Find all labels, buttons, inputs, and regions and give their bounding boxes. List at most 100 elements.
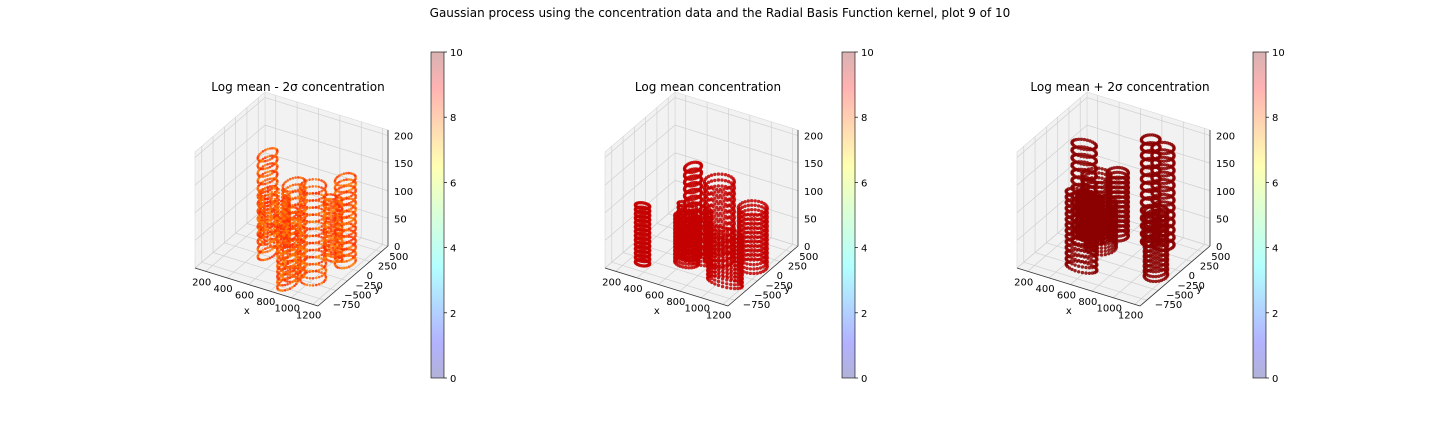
- data-point: [759, 200, 764, 204]
- data-point: [345, 240, 349, 244]
- data-point: [687, 260, 691, 264]
- data-point: [270, 225, 274, 228]
- data-point: [745, 257, 749, 262]
- data-point: [338, 218, 341, 222]
- data-point: [315, 234, 318, 237]
- data-point: [282, 199, 286, 203]
- data-point: [713, 228, 718, 232]
- data-point: [732, 271, 737, 276]
- data-point: [755, 235, 759, 240]
- data-point: [327, 245, 331, 248]
- data-point: [702, 247, 707, 252]
- data-point: [683, 215, 688, 219]
- data-point: [753, 199, 757, 203]
- data-point: [320, 274, 324, 278]
- data-point: [268, 185, 272, 188]
- data-point: [279, 231, 283, 234]
- data-point: [285, 226, 289, 230]
- data-point: [732, 275, 737, 279]
- data-point: [347, 178, 351, 181]
- data-point: [327, 236, 331, 239]
- data-point: [294, 176, 297, 179]
- data-point: [283, 190, 287, 193]
- data-point: [699, 259, 703, 263]
- data-point: [720, 258, 725, 262]
- data-point: [728, 215, 732, 219]
- data-point: [291, 206, 294, 209]
- data-point: [683, 243, 688, 247]
- data-point: [695, 234, 699, 239]
- data-point: [695, 214, 699, 218]
- panel-2: 20040060080010001200−750−500−25002505000…: [602, 48, 874, 385]
- data-point: [329, 229, 333, 233]
- data-point: [338, 222, 341, 225]
- data-point: [347, 259, 351, 262]
- y-tick-label: 0: [367, 271, 373, 282]
- data-point: [347, 221, 351, 224]
- data-point: [283, 262, 287, 266]
- data-point: [710, 273, 714, 277]
- data-point: [266, 193, 269, 196]
- data-point: [266, 170, 269, 174]
- data-point: [291, 259, 294, 262]
- data-point: [286, 179, 290, 182]
- data-point: [299, 222, 302, 225]
- data-point: [268, 192, 272, 196]
- data-point: [723, 173, 728, 177]
- data-point: [320, 203, 324, 207]
- data-point: [299, 252, 303, 256]
- data-point: [720, 178, 724, 182]
- data-point: [285, 233, 289, 237]
- data-point: [311, 284, 315, 287]
- data-point: [338, 193, 341, 196]
- x-tick-label: 1200: [296, 310, 321, 321]
- data-point: [684, 265, 688, 270]
- data-point: [350, 194, 353, 198]
- data-point: [691, 233, 695, 238]
- data-point: [301, 220, 304, 224]
- data-point: [752, 258, 756, 262]
- data-point: [350, 264, 353, 267]
- data-point: [266, 238, 269, 242]
- data-point: [286, 256, 289, 260]
- data-point: [702, 251, 707, 256]
- data-point: [350, 188, 353, 191]
- data-point: [340, 222, 344, 226]
- data-point: [329, 204, 333, 208]
- data-point: [268, 249, 272, 252]
- data-point: [268, 207, 272, 211]
- data-point: [327, 227, 331, 230]
- data-point: [301, 255, 304, 258]
- data-point: [728, 203, 732, 207]
- data-point: [268, 162, 272, 165]
- data-point: [299, 277, 302, 281]
- data-point: [713, 224, 718, 229]
- data-point: [301, 213, 304, 217]
- data-point: [684, 262, 688, 266]
- data-point: [270, 240, 274, 243]
- data-point: [683, 211, 688, 215]
- data-point: [263, 250, 267, 254]
- data-point: [349, 216, 353, 220]
- data-point: [282, 206, 286, 210]
- y-axis-line: [317, 245, 389, 307]
- panel-1-title: Log mean - 2σ concentration: [211, 80, 385, 94]
- data-point: [282, 216, 286, 220]
- data-point: [331, 260, 335, 263]
- data-point: [748, 227, 753, 231]
- data-point: [340, 173, 343, 176]
- data-point: [722, 211, 726, 215]
- data-point: [732, 279, 737, 283]
- data-point: [331, 209, 335, 213]
- data-point: [315, 227, 318, 230]
- data-point: [716, 184, 721, 188]
- data-point: [683, 207, 688, 211]
- data-point: [282, 210, 286, 213]
- data-point: [686, 204, 691, 208]
- data-point: [349, 197, 353, 200]
- data-point: [331, 228, 335, 231]
- data-point: [761, 251, 765, 256]
- data-point: [266, 185, 269, 189]
- data-point: [329, 243, 333, 247]
- data-point: [748, 262, 753, 267]
